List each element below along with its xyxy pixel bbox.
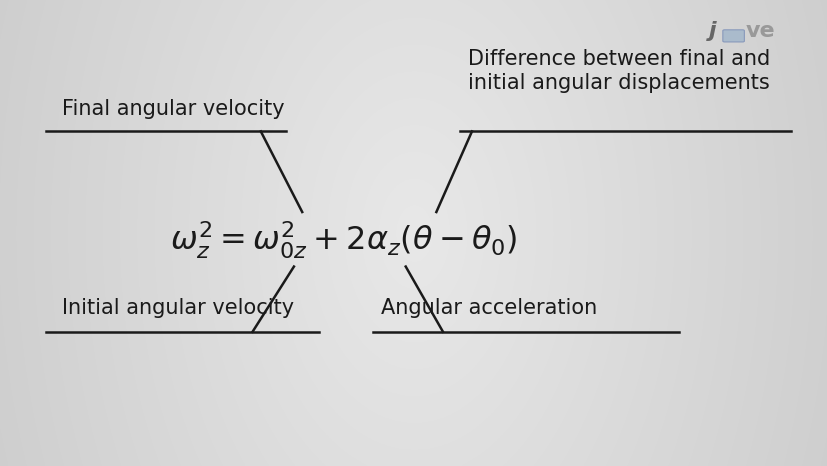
Text: Angular acceleration: Angular acceleration bbox=[380, 298, 596, 318]
FancyBboxPatch shape bbox=[722, 30, 743, 42]
Text: Final angular velocity: Final angular velocity bbox=[62, 99, 284, 119]
Text: $\omega_z^2 = \omega_{0z}^2 + 2\alpha_z(\theta - \theta_0)$: $\omega_z^2 = \omega_{0z}^2 + 2\alpha_z(… bbox=[170, 219, 517, 261]
Text: ve: ve bbox=[744, 21, 774, 41]
Text: j: j bbox=[708, 21, 715, 41]
Text: Difference between final and
initial angular displacements: Difference between final and initial ang… bbox=[467, 49, 769, 93]
Text: Initial angular velocity: Initial angular velocity bbox=[62, 298, 294, 318]
